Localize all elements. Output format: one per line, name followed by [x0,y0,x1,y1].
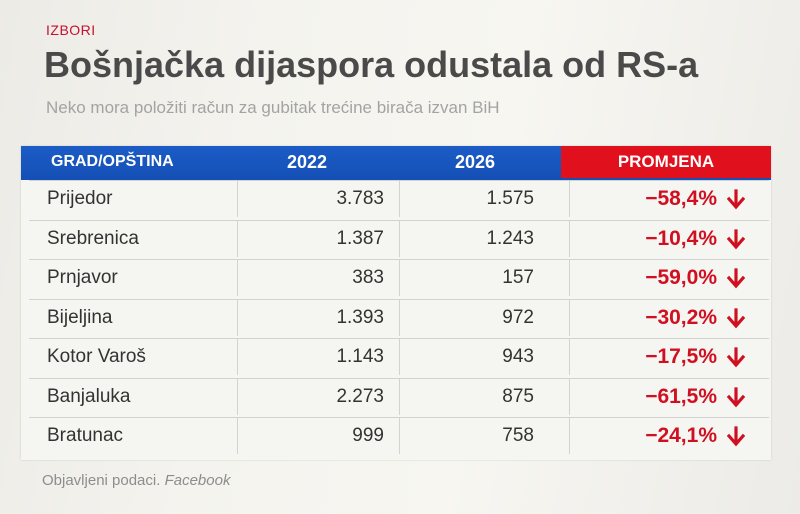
down-arrow-icon [727,268,745,289]
year-2022-cell: 2.273 [336,385,384,407]
year-2026-cell: 758 [502,425,534,446]
down-arrow-icon [727,307,745,328]
table-row: Bratunac 999 758 −24,1% [29,417,769,454]
city-cell: Srebrenica [47,227,139,249]
down-arrow-icon [727,347,745,368]
table-row: Bijeljina 1.393 972 −30,2% [29,298,769,336]
section-kicker: IZBORI [46,22,96,38]
change-cell: −58,4% [645,187,717,210]
city-cell: Bijeljina [47,306,113,328]
header-year-2022: 2022 [287,152,328,172]
table-header: GRAD/OPŠTINA 2022 2026 PROMJENA [21,146,771,180]
year-2026-cell: 943 [502,346,534,367]
city-cell: Prnjavor [47,267,118,288]
source-note: Objavljeni podaci. Facebook [42,472,230,489]
year-2026-cell: 972 [502,306,534,328]
year-2022-cell: 3.783 [336,188,384,209]
city-cell: Banjaluka [47,385,131,407]
article-subtitle: Neko mora položiti račun za gubitak treć… [46,98,500,117]
year-2026-cell: 1.243 [486,227,534,249]
source-name: Facebook [164,472,231,489]
year-2022-cell: 383 [352,267,384,288]
table-row: Srebrenica 1.387 1.243 −10,4% [29,219,769,257]
down-arrow-icon [727,426,745,447]
down-arrow-icon [727,386,745,407]
table-row: Prijedor 3.783 1.575 −58,4% [29,180,769,217]
year-2026-cell: 875 [502,385,534,407]
change-cell: −30,2% [645,305,717,329]
change-cell: −59,0% [645,266,717,289]
results-table: GRAD/OPŠTINA 2022 2026 PROMJENA Prijedor… [21,146,771,460]
header-city: GRAD/OPŠTINA [51,153,174,170]
change-cell: −61,5% [645,384,717,408]
year-2026-cell: 1.575 [486,188,534,209]
table-row: Banjaluka 2.273 875 −61,5% [29,377,769,415]
down-arrow-icon [727,228,745,249]
change-cell: −10,4% [645,226,717,250]
year-2022-cell: 999 [352,425,384,446]
table-row: Kotor Varoš 1.143 943 −17,5% [29,338,769,375]
year-2022-cell: 1.143 [336,346,384,367]
change-cell: −24,1% [645,424,717,447]
source-label: Objavljeni podaci. [42,472,161,489]
year-2022-cell: 1.387 [336,227,384,249]
city-cell: Prijedor [47,188,113,209]
down-arrow-icon [727,189,745,210]
article-title: Bošnjačka dijaspora odustala od RS-a [44,44,699,85]
header-change: PROMJENA [561,146,771,178]
year-2022-cell: 1.393 [336,306,384,328]
city-cell: Bratunac [47,425,124,446]
change-cell: −17,5% [645,345,717,368]
year-2026-cell: 157 [502,267,534,288]
table-row: Prnjavor 383 157 −59,0% [29,259,769,296]
header-year-2026: 2026 [455,152,496,172]
city-cell: Kotor Varoš [47,346,146,367]
